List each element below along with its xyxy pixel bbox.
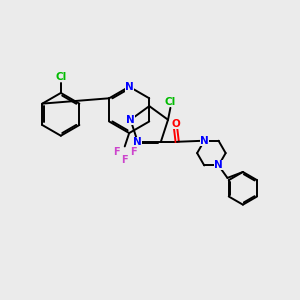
- Text: F: F: [130, 147, 136, 157]
- Text: F: F: [113, 147, 120, 157]
- Text: N: N: [126, 115, 135, 125]
- Text: N: N: [125, 82, 134, 92]
- Text: N: N: [214, 160, 223, 170]
- Text: F: F: [122, 155, 128, 165]
- Text: N: N: [133, 137, 142, 147]
- Text: Cl: Cl: [165, 97, 176, 107]
- Text: N: N: [200, 136, 208, 146]
- Text: O: O: [171, 119, 180, 129]
- Text: Cl: Cl: [55, 72, 67, 82]
